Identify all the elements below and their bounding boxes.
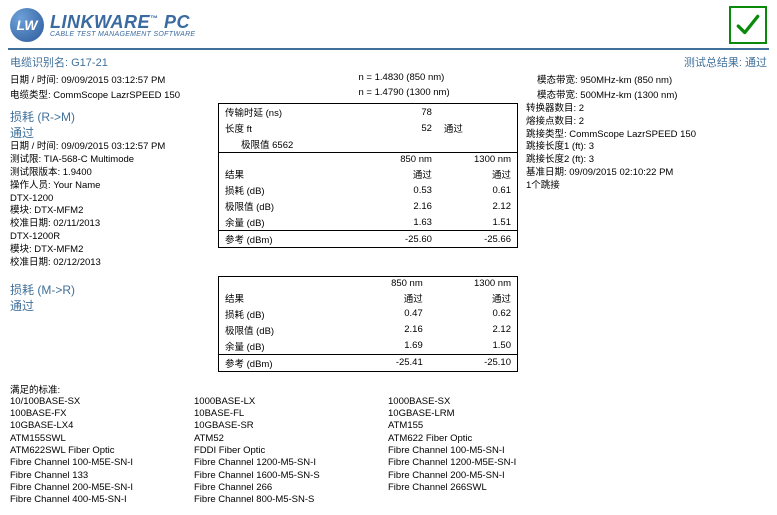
standard-item: Fibre Channel 266SWL [388,482,588,494]
standard-item: 10GBASE-LRM [388,408,588,420]
standard-item: Fibre Channel 200-M5E-SN-I [10,482,190,494]
mr-pass: 通过 [10,298,210,314]
adapter-line: 1个跳接 [526,180,756,193]
adapter-line: 跳接类型: CommScope LazrSPEED 150 [526,129,756,142]
standard-item: ATM155 [388,420,588,432]
standards-grid: 10/100BASE-SX 1000BASE-LX 1000BASE-SX 100BA… [10,396,767,507]
adapter-line: 转换器数目: 2 [526,103,756,116]
rm-details: 日期 / 时间: 09/09/2015 03:12:57 PM测试限: TIA-… [10,141,210,269]
meta-bw1: 模态带宽: 950MHz-km (850 nm) [537,72,767,86]
standard-item: Fibre Channel 100-M5E-SN-I [10,457,190,469]
standard-item: Fibre Channel 200-M5-SN-I [388,470,588,482]
rm-table: 传输时延 (ns)78 长度 ft52通过 极限值 6562 850 nm130… [218,103,518,248]
detail-line: 模块: DTX-MFM2 [10,205,210,218]
rm-adapter-info: 转换器数目: 2熔接点数目: 2跳接类型: CommScope LazrSPEE… [526,103,756,193]
meta-n1: n = 1.4830 (850 nm) [359,72,519,86]
content: 电缆识别名: G17-21 测试总结果: 通过 日期 / 时间: 09/09/2… [0,50,777,515]
detail-line: 操作人员: Your Name [10,180,210,193]
detail-line: 测试限: TIA-568-C Multimode [10,154,210,167]
logo-circle-icon: LW [10,8,44,42]
detail-line: 测试限版本: 1.9400 [10,167,210,180]
detail-line: DTX-1200 [10,193,210,206]
detail-line: DTX-1200R [10,231,210,244]
standard-item: Fibre Channel 1200-M5E-SN-I [388,457,588,469]
standard-item: Fibre Channel 133 [10,470,190,482]
pass-check-icon [729,6,767,44]
adapter-line: 跳接长度1 (ft): 3 [526,141,756,154]
logo-subtitle: CABLE TEST MANAGEMENT SOFTWARE [50,31,195,38]
meta-cabletype: 电缆类型: CommScope LazrSPEED 150 [10,87,340,101]
logo-title: LINKWARE™ PC [50,13,195,31]
cable-id: 电缆识别名: G17-21 [10,54,108,70]
mr-table: 850 nm1300 nm 结果通过通过 损耗 (dB)0.470.62 极限值… [218,276,518,372]
meta-n2: n = 1.4790 (1300 nm) [359,87,519,101]
standard-item: ATM622 Fiber Optic [388,433,588,445]
standard-item: 10/100BASE-SX [10,396,190,408]
adapter-line: 跳接长度2 (ft): 3 [526,154,756,167]
rm-pass: 通过 [10,125,210,141]
standard-item: ATM622SWL Fiber Optic [10,445,190,457]
standard-item: 10GBASE-SR [194,420,384,432]
meta-date: 日期 / 时间: 09/09/2015 03:12:57 PM [10,72,340,86]
overall-result: 测试总结果: 通过 [684,54,767,70]
detail-line: 校准日期: 02/11/2013 [10,218,210,231]
standards: 满足的标准: 10/100BASE-SX 1000BASE-LX 1000BASE-… [10,382,767,507]
detail-line: 模块: DTX-MFM2 [10,244,210,257]
standard-item: 10GBASE-LX4 [10,420,190,432]
standard-item: Fibre Channel 100-M5-SN-I [388,445,588,457]
rm-title: 损耗 (R->M) [10,109,210,125]
standard-item: 10BASE-FL [194,408,384,420]
standard-item: Fibre Channel 400-M5-SN-I [10,494,190,506]
standard-item [388,494,588,506]
mr-title: 损耗 (M->R) [10,282,210,298]
standard-item: 1000BASE-LX [194,396,384,408]
logo: LW LINKWARE™ PC CABLE TEST MANAGEMENT SO… [10,8,195,42]
meta-bw2: 模态带宽: 500MHz-km (1300 nm) [537,87,767,101]
adapter-line: 熔接点数目: 2 [526,116,756,129]
detail-line: 日期 / 时间: 09/09/2015 03:12:57 PM [10,141,210,154]
adapter-line: 基准日期: 09/09/2015 02:10:22 PM [526,167,756,180]
standard-item: ATM155SWL [10,433,190,445]
standard-item: ATM52 [194,433,384,445]
standard-item: 1000BASE-SX [388,396,588,408]
standard-item: 100BASE-FX [10,408,190,420]
standard-item: FDDI Fiber Optic [194,445,384,457]
standard-item: Fibre Channel 1200-M5-SN-I [194,457,384,469]
header: LW LINKWARE™ PC CABLE TEST MANAGEMENT SO… [0,0,777,48]
detail-line: 校准日期: 02/12/2013 [10,257,210,270]
standards-title: 满足的标准: [10,382,767,396]
standard-item: Fibre Channel 1600-M5-SN-S [194,470,384,482]
standard-item: Fibre Channel 800-M5-SN-S [194,494,384,506]
standard-item: Fibre Channel 266 [194,482,384,494]
